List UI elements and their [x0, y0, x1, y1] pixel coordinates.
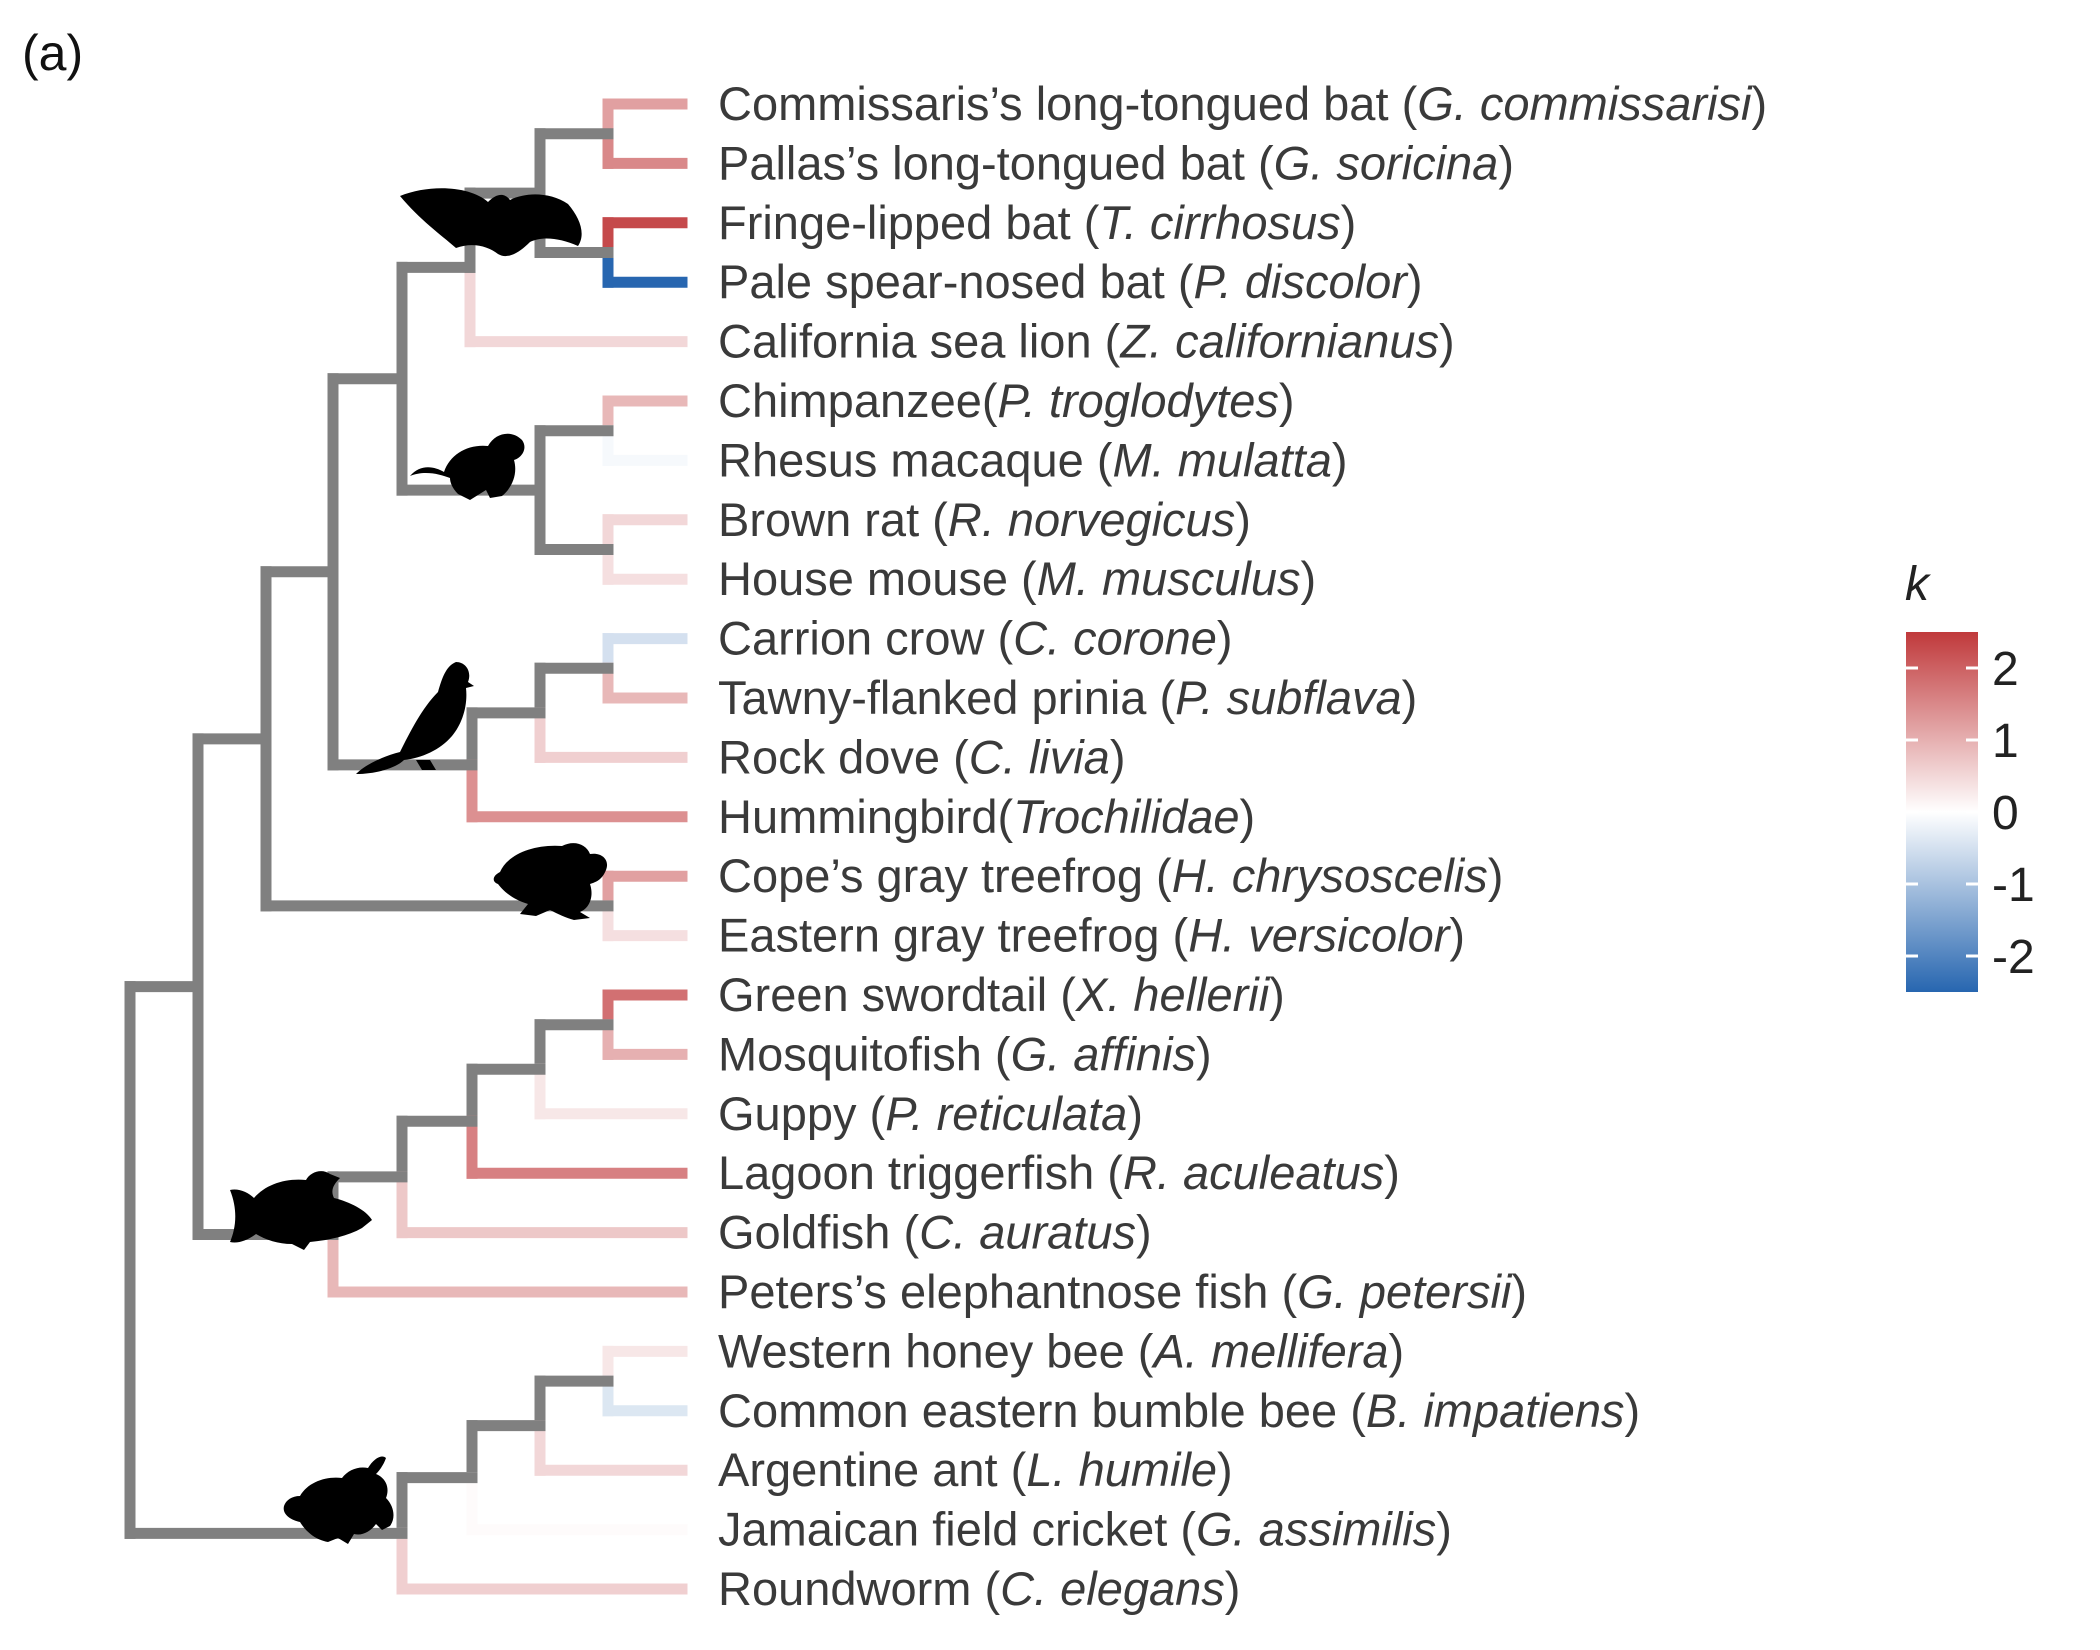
legend-tick-label: 0	[1992, 787, 2019, 840]
tip-label: Roundworm (C. elegans)	[718, 1562, 1240, 1615]
tip-label: Pallas’s long-tongued bat (G. soricina)	[718, 136, 1514, 189]
tip-label: House mouse (M. musculus)	[718, 552, 1316, 605]
tip-label: Carrion crow (C. corone)	[718, 612, 1233, 665]
tip-label: Tawny-flanked prinia (P. subflava)	[718, 671, 1417, 724]
tip-label: Argentine ant (L. humile)	[718, 1443, 1233, 1496]
tip-label: Goldfish (C. auratus)	[718, 1206, 1152, 1259]
pigeon-icon	[356, 662, 474, 774]
tip-label: Commissaris’s long-tongued bat (G. commi…	[718, 77, 1767, 130]
tip-label: Rhesus macaque (M. mulatta)	[718, 433, 1348, 486]
panel-label: (a)	[22, 25, 83, 81]
tip-label: Pale spear-nosed bat (P. discolor)	[718, 255, 1423, 308]
tip-label: Peters’s elephantnose fish (G. petersii)	[718, 1265, 1527, 1318]
legend-tick-label: -2	[1992, 931, 2035, 984]
color-legend: k 2 1 0 -1 -2	[1905, 558, 2035, 992]
legend-tick-label: 2	[1992, 643, 2019, 696]
tip-label: Cope’s gray treefrog (H. chrysoscelis)	[718, 849, 1503, 902]
tip-label: Brown rat (R. norvegicus)	[718, 493, 1251, 546]
tip-label: Common eastern bumble bee (B. impatiens)	[718, 1384, 1640, 1437]
rat-icon	[410, 433, 525, 500]
tip-label: Mosquitofish (G. affinis)	[718, 1027, 1212, 1080]
tip-label: Lagoon triggerfish (R. aculeatus)	[718, 1146, 1400, 1199]
tip-label: Eastern gray treefrog (H. versicolor)	[718, 909, 1465, 962]
tree-edges	[124, 98, 688, 1595]
frog-icon	[493, 843, 608, 920]
legend-tick-label: 1	[1992, 715, 2019, 768]
tip-label: Rock dove (C. livia)	[718, 730, 1125, 783]
tip-label: California sea lion (Z. californianus)	[718, 315, 1455, 368]
tip-label: Guppy (P. reticulata)	[718, 1087, 1143, 1140]
fish-icon	[230, 1171, 372, 1250]
legend-title: k	[1905, 558, 1932, 611]
tip-labels: Commissaris’s long-tongued bat (G. commi…	[718, 77, 1767, 1615]
bee-icon	[283, 1456, 394, 1544]
silhouettes	[230, 188, 608, 1544]
bat-icon	[400, 188, 582, 257]
tip-label: Hummingbird(Trochilidae)	[718, 790, 1255, 843]
tip-label: Fringe-lipped bat (T. cirrhosus)	[718, 196, 1356, 249]
tip-label: Green swordtail (X. hellerii)	[718, 968, 1285, 1021]
tip-label: Western honey bee (A. mellifera)	[718, 1324, 1404, 1377]
tip-label: Jamaican field cricket (G. assimilis)	[718, 1503, 1452, 1556]
legend-tick-label: -1	[1992, 859, 2035, 912]
tip-label: Chimpanzee(P. troglodytes)	[718, 374, 1295, 427]
